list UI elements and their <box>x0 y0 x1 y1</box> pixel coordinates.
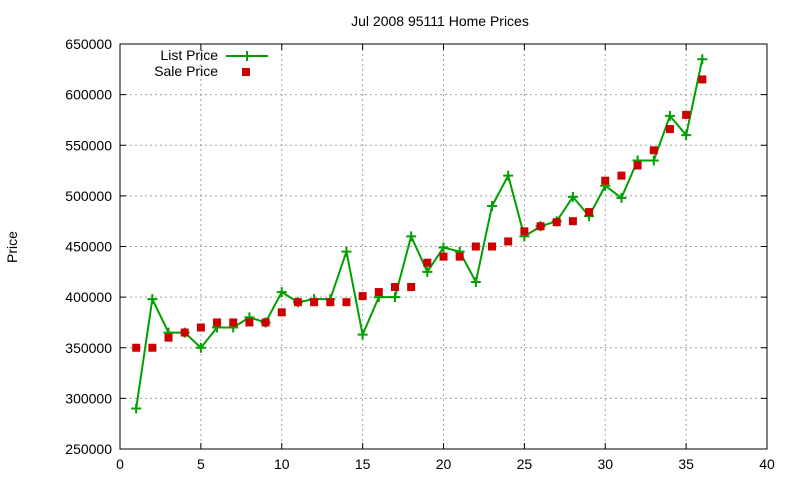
sale-price-point <box>617 171 626 180</box>
list-price-point <box>422 266 433 277</box>
legend-marker-sale-price <box>242 68 250 76</box>
y-tick-label: 500000 <box>65 188 112 204</box>
list-price-point <box>389 292 400 303</box>
list-price-point <box>276 287 287 298</box>
sale-price-point <box>423 258 432 267</box>
list-price-point <box>503 170 514 181</box>
sale-price-point <box>633 161 642 170</box>
sale-price-point <box>536 222 545 231</box>
x-tick-label: 40 <box>759 456 775 472</box>
sale-price-point <box>488 242 497 251</box>
sale-price-point <box>310 298 319 307</box>
sale-price-point <box>439 252 448 261</box>
y-tick-label: 250000 <box>65 441 112 457</box>
sale-price-point <box>471 242 480 251</box>
list-price-point <box>616 192 627 203</box>
list-price-point <box>341 246 352 257</box>
sale-price-point <box>649 146 658 155</box>
list-price-point <box>147 294 158 305</box>
chart-title: Jul 2008 95111 Home Prices <box>351 13 529 29</box>
x-tick-label: 25 <box>517 456 533 472</box>
legend-marker-list-price <box>242 51 252 61</box>
list-price-point <box>438 242 449 253</box>
sale-price-point <box>229 318 238 327</box>
list-price-point <box>664 110 675 121</box>
sale-price-point <box>342 298 351 307</box>
sale-price-point <box>568 217 577 226</box>
list-price-line <box>135 58 704 409</box>
list-price-point <box>697 54 708 65</box>
x-tick-label: 0 <box>116 456 124 472</box>
list-price-point <box>681 130 692 141</box>
sale-price-point <box>180 328 189 337</box>
x-tick-label: 15 <box>355 456 371 472</box>
list-price-point <box>406 231 417 242</box>
list-price-point <box>470 276 481 287</box>
sale-price-point <box>552 218 561 227</box>
list-price-point <box>131 403 142 414</box>
sale-price-point <box>665 125 674 134</box>
sale-price-point <box>164 333 173 342</box>
axis-layer: 0 5 10 15 20 25 30 35 40 250000 300000 350000 400000… <box>65 36 775 472</box>
list-price-point <box>567 191 578 202</box>
sale-price-point <box>358 292 367 301</box>
legend: List Price Sale Price <box>154 47 268 79</box>
y-tick-label: 600000 <box>65 87 112 103</box>
x-tick-label: 30 <box>597 456 613 472</box>
sale-price-point <box>245 318 254 327</box>
y-tick-label: 450000 <box>65 239 112 255</box>
list-price-point <box>648 155 659 166</box>
sale-price-point <box>407 283 416 291</box>
sale-price-point <box>390 283 399 291</box>
sale-price-point <box>585 208 594 217</box>
sale-price-point <box>682 110 691 119</box>
x-tick-label: 35 <box>678 456 694 472</box>
list-price-point <box>487 201 498 211</box>
sale-price-point <box>261 318 270 327</box>
sale-price-point <box>601 176 610 185</box>
sale-price-point <box>520 227 529 236</box>
legend-label-list-price: List Price <box>160 47 218 63</box>
x-tick-label: 5 <box>197 456 205 472</box>
sale-price-point <box>148 343 157 352</box>
y-axis-label: Price <box>4 231 20 263</box>
sale-price-point <box>132 343 141 352</box>
sale-price-point <box>698 75 707 84</box>
y-tick-label: 550000 <box>65 137 112 153</box>
sale-price-point <box>196 323 205 332</box>
x-tick-label: 10 <box>274 456 290 472</box>
y-tick-label: 400000 <box>65 289 112 305</box>
series-layer <box>131 54 708 414</box>
sale-price-point <box>504 237 513 246</box>
list-price-point <box>195 342 206 353</box>
sale-price-point <box>213 318 222 327</box>
y-tick-label: 300000 <box>65 390 112 406</box>
sale-price-point <box>293 298 302 307</box>
y-tick-label: 650000 <box>65 36 112 52</box>
sale-price-point <box>455 252 464 261</box>
x-tick-label: 20 <box>436 456 452 472</box>
list-price-point <box>357 329 368 340</box>
sale-price-point <box>277 308 286 317</box>
legend-label-sale-price: Sale Price <box>154 63 218 79</box>
sale-price-point <box>326 298 335 307</box>
y-tick-label: 350000 <box>65 340 112 356</box>
sale-price-point <box>374 288 383 297</box>
